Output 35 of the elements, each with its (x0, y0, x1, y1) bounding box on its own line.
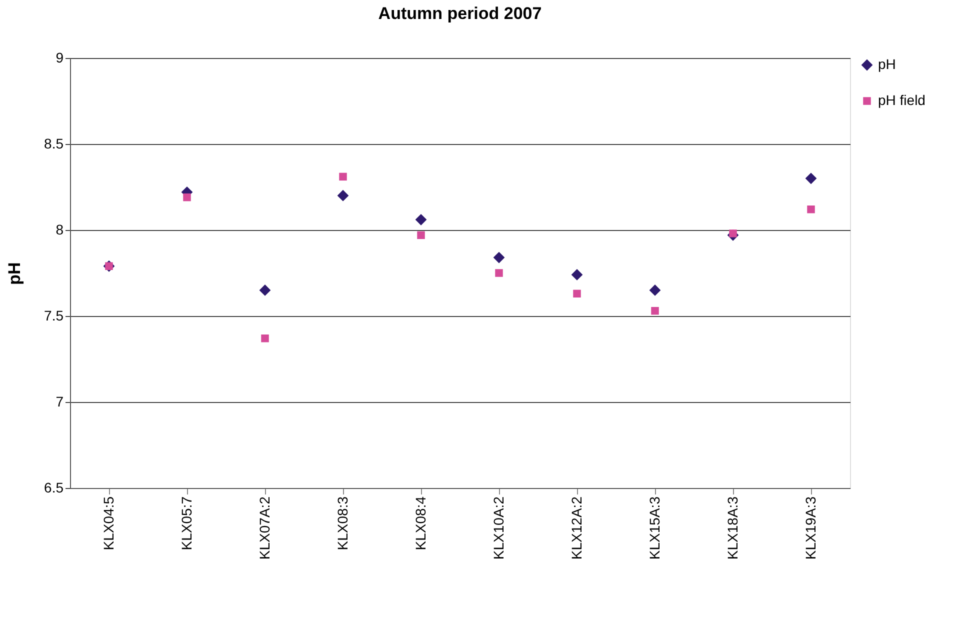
point (183, 193, 191, 202)
point (339, 172, 347, 181)
point (805, 172, 817, 184)
point (493, 252, 505, 264)
y-tick-label: 8.5 (44, 136, 64, 152)
chart-title: Autumn period 2007 (378, 4, 542, 23)
point (651, 306, 659, 315)
point (649, 284, 661, 296)
point (807, 205, 815, 214)
point (571, 269, 583, 280)
point (259, 284, 271, 296)
x-tick-label: KLX08:4 (412, 496, 428, 550)
point (261, 334, 269, 342)
y-tick-label: 9 (56, 50, 64, 66)
y-tick-label: 7.5 (44, 308, 64, 324)
x-tick-label: KLX10A:2 (490, 496, 506, 560)
point (495, 269, 503, 277)
x-tick-label: KLX18A:3 (724, 496, 740, 560)
x-tick-label: KLX04:5 (100, 496, 116, 550)
x-tick-label: KLX15A:3 (646, 496, 662, 560)
y-tick-label: 8 (56, 222, 64, 238)
x-tick-label: KLX19A:3 (802, 496, 818, 560)
point (337, 190, 349, 202)
x-tick-label: KLX07A:2 (256, 496, 272, 560)
x-tick-label: KLX12A:2 (568, 496, 584, 560)
y-tick-label: 7 (56, 394, 64, 410)
y-tick-label: 6.5 (44, 480, 64, 496)
x-tick-label: KLX08:3 (334, 496, 350, 550)
y-axis-title: pH (5, 262, 24, 285)
point (417, 231, 425, 240)
point (573, 290, 581, 298)
x-tick-label: KLX05:7 (178, 496, 194, 550)
point (415, 214, 427, 226)
legend-label: pH field (878, 92, 926, 108)
legend-label: pH (878, 56, 896, 72)
